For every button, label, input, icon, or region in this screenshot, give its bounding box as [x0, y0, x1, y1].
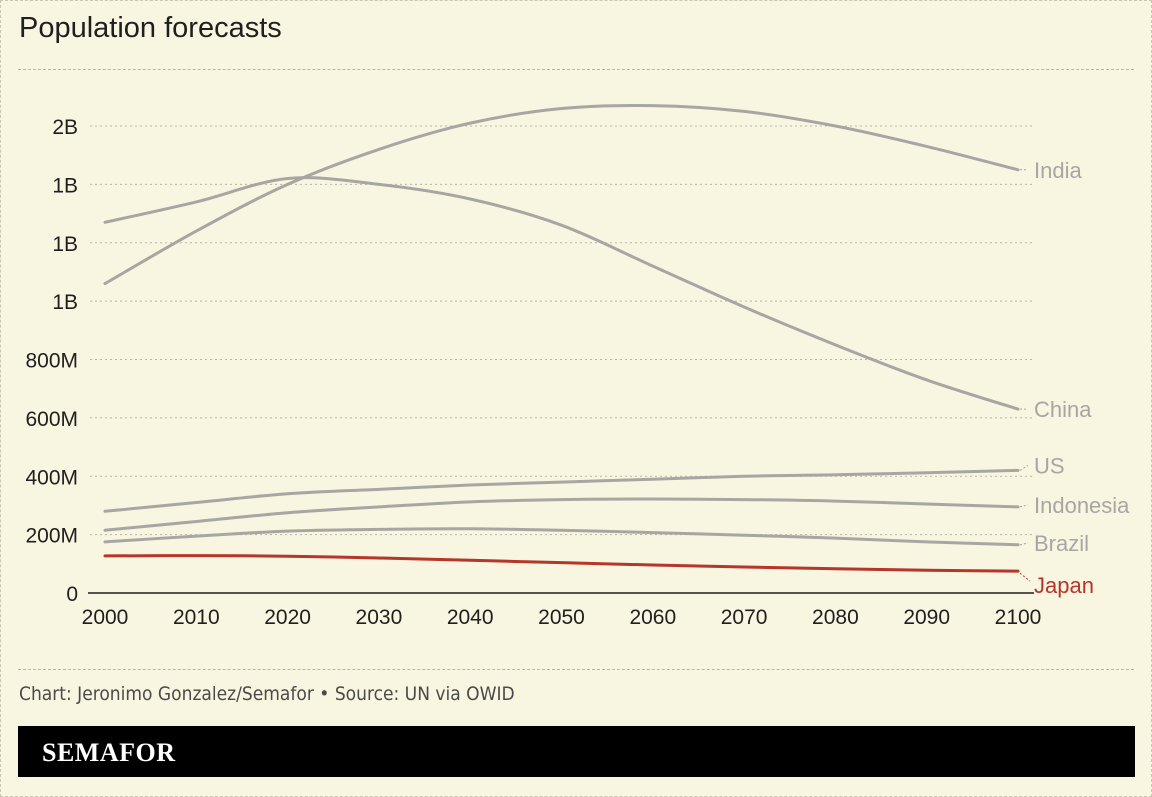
label-connector-japan — [1019, 572, 1031, 582]
x-tick-label: 2080 — [812, 606, 859, 629]
series-line-china — [103, 176, 1020, 411]
x-tick-label: 2020 — [264, 606, 311, 629]
axes: 0 200M 400M 600M 800M 1B 1B 1B 2B 2000 2010 2020 203… — [25, 116, 1041, 629]
y-tick-label: 2B — [52, 116, 78, 139]
series-labels: India China US Indonesia Brazil Japan — [1019, 158, 1130, 598]
y-tick-label: 0 — [66, 583, 78, 606]
x-tick-label: 2090 — [903, 606, 950, 629]
x-tick-label: 2030 — [356, 606, 403, 629]
chart-title: Population forecasts — [19, 12, 282, 44]
series-label-india: India — [1034, 158, 1082, 183]
label-connector-brazil — [1019, 542, 1029, 546]
label-connector-indonesia — [1019, 504, 1029, 508]
series-line-brazil — [103, 527, 1020, 547]
y-tick-label: 200M — [25, 525, 78, 548]
brand-bar: SEMAFOR — [18, 726, 1135, 777]
y-tick-label: 1B — [52, 233, 78, 256]
x-tick-label: 2070 — [721, 606, 768, 629]
y-tick-label: 400M — [25, 466, 78, 489]
y-tick-label: 600M — [25, 408, 78, 431]
bottom-divider — [18, 669, 1134, 670]
y-tick-label: 1B — [52, 174, 78, 197]
series-line-india — [103, 103, 1020, 286]
label-connector-us — [1019, 464, 1029, 471]
series-label-china: China — [1034, 397, 1092, 422]
y-tick-label: 800M — [25, 350, 78, 373]
series-line-indonesia — [103, 497, 1020, 532]
y-tick-label: 1B — [52, 291, 78, 314]
series-line-japan — [103, 554, 1020, 573]
x-tick-label: 2000 — [82, 606, 129, 629]
semafor-logo: SEMAFOR — [42, 738, 176, 767]
chart-credit: Chart: Jeronimo Gonzalez/Semafor • Sourc… — [19, 683, 515, 705]
x-tick-label: 2050 — [538, 606, 585, 629]
series-label-indonesia: Indonesia — [1034, 493, 1130, 518]
series-label-us: US — [1034, 453, 1065, 478]
x-tick-label: 2010 — [173, 606, 220, 629]
series-line-us — [103, 468, 1020, 513]
x-tick-label: 2060 — [629, 606, 676, 629]
series-label-japan: Japan — [1034, 573, 1094, 598]
x-tick-label: 2040 — [447, 606, 494, 629]
series-lines — [103, 103, 1020, 573]
line-chart: 0 200M 400M 600M 800M 1B 1B 1B 2B 2000 2010 2020 203… — [25, 103, 1130, 629]
series-label-brazil: Brazil — [1034, 531, 1089, 556]
top-divider — [18, 69, 1134, 70]
x-tick-label: 2100 — [995, 606, 1042, 629]
